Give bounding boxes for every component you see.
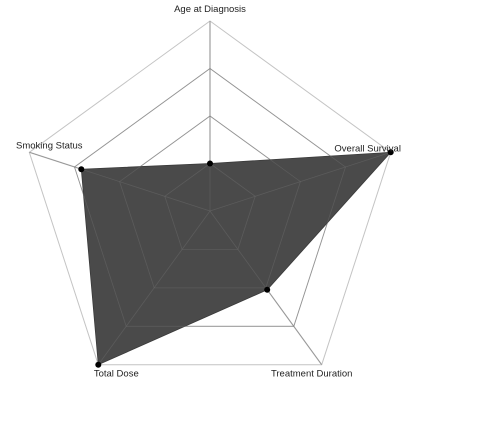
inner-spoke-4 (29, 151, 211, 212)
axis-label-2: Treatment Duration (271, 369, 353, 380)
radar-axis-labels: Age at Diagnosis Overall Survival Treatmen… (16, 4, 401, 380)
axis-label-4: Smoking Status (16, 140, 83, 151)
data-point-2 (264, 286, 271, 293)
data-point-0 (207, 160, 213, 167)
inner-ring-3 (74, 68, 346, 327)
inner-spoke-1 (209, 151, 391, 212)
data-point-4 (78, 166, 85, 173)
axis-label-0: Age at Diagnosis (174, 4, 246, 15)
axis-label-3: Total Dose (94, 369, 139, 380)
data-point-1 (387, 149, 394, 156)
inner-ring-1 (164, 163, 256, 250)
inner-spoke-3 (97, 210, 211, 365)
series-area-0 (80, 151, 392, 366)
radar-series (80, 151, 392, 366)
radar-inner-grid (29, 21, 391, 365)
grid-ring-4 (28, 20, 392, 366)
radar-points (78, 149, 394, 368)
data-point-3 (95, 361, 102, 368)
axis-label-1: Overall Survival (334, 143, 401, 154)
inner-ring-2 (119, 115, 301, 289)
